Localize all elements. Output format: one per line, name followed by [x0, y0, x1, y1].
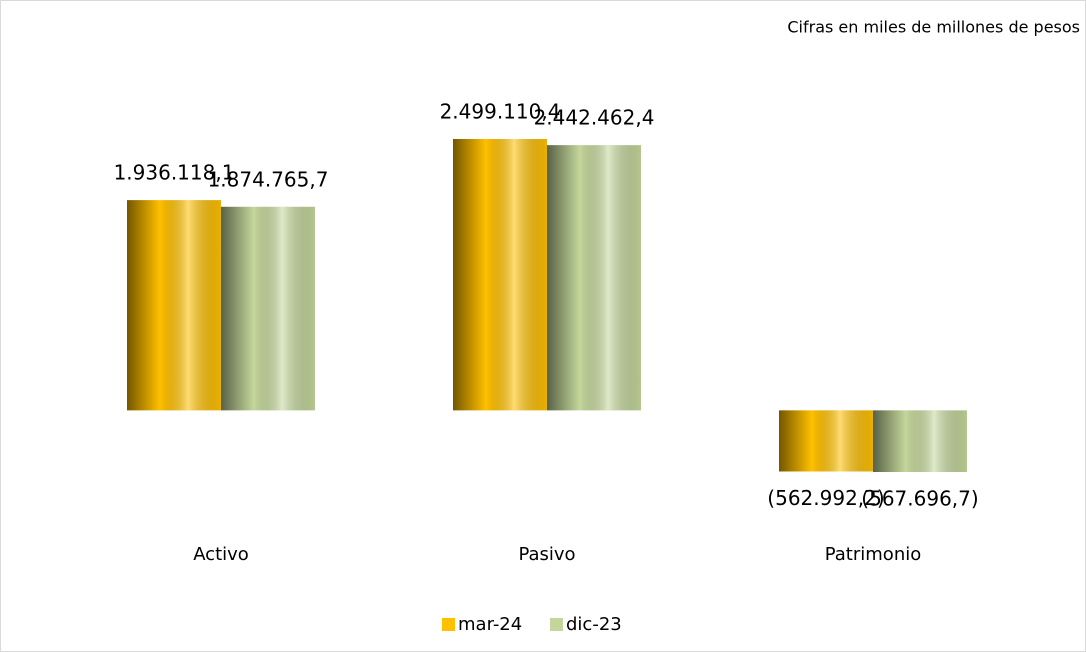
data-label: 1.936.118,1 — [114, 161, 235, 185]
chart-subtitle: Cifras en miles de millones de pesos — [787, 18, 1080, 37]
x-tick-label: Pasivo — [518, 544, 575, 565]
data-label: 1.874.765,7 — [208, 167, 329, 191]
bar-shade — [873, 410, 967, 472]
bar-shade — [127, 200, 221, 411]
x-tick-label: Activo — [193, 544, 249, 565]
bar-shade — [453, 139, 547, 411]
legend-swatch — [442, 618, 455, 631]
data-label: 2.442.462,4 — [534, 106, 655, 130]
legend-swatch — [550, 618, 563, 631]
bar-shade — [779, 410, 873, 472]
data-label: (562.992,2) — [767, 486, 884, 510]
x-tick-label: Patrimonio — [825, 544, 922, 565]
bar-shade — [547, 145, 641, 411]
data-label: (567.696,7) — [861, 487, 978, 511]
bar-shade — [221, 206, 315, 411]
legend-label: dic-23 — [566, 614, 622, 635]
legend-label: mar-24 — [458, 614, 522, 635]
data-label: 2.499.110,4 — [440, 100, 561, 124]
